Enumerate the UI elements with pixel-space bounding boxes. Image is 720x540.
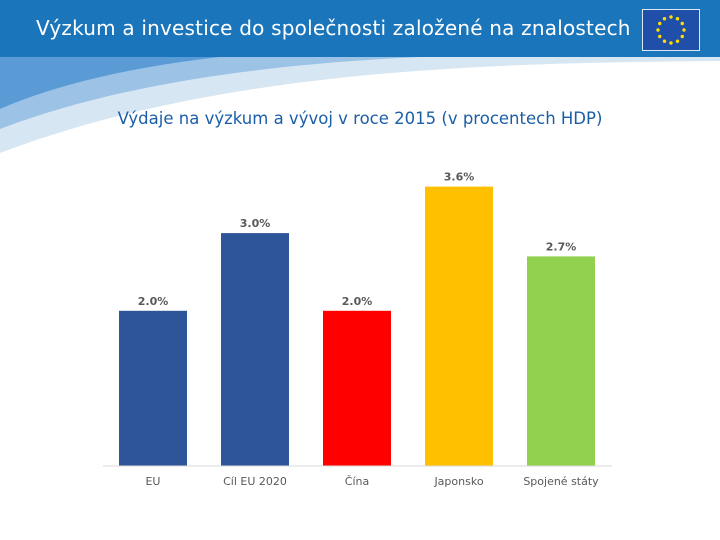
bar bbox=[323, 310, 391, 466]
bar bbox=[425, 186, 493, 466]
chart-title: Výdaje na výzkum a vývoj v roce 2015 (v … bbox=[117, 109, 603, 128]
data-label: 3.6% bbox=[444, 171, 475, 184]
category-label: Japonsko bbox=[433, 475, 483, 488]
flag-star bbox=[675, 17, 680, 21]
eu-flag-icon bbox=[642, 9, 700, 51]
category-label: Čína bbox=[345, 475, 369, 488]
slide-title: Výzkum a investice do společnosti založe… bbox=[36, 16, 631, 40]
flag-star bbox=[658, 21, 662, 26]
flag-star bbox=[680, 21, 684, 26]
category-label: EU bbox=[145, 475, 160, 488]
flag-star bbox=[658, 34, 662, 39]
header-bar bbox=[0, 0, 720, 57]
bar bbox=[221, 233, 289, 466]
flag-star bbox=[662, 39, 667, 43]
flag-star bbox=[656, 28, 660, 32]
data-label: 2.7% bbox=[546, 240, 577, 253]
decorative-swoosh bbox=[0, 57, 720, 153]
flag-star bbox=[682, 28, 686, 32]
flag-star bbox=[662, 17, 667, 21]
flag-star bbox=[669, 41, 673, 45]
flag-star bbox=[680, 34, 684, 39]
flag-star bbox=[669, 15, 673, 19]
flag-star bbox=[675, 39, 680, 43]
data-label: 3.0% bbox=[240, 217, 271, 230]
category-label: Spojené státy bbox=[523, 475, 599, 488]
category-label: Cíl EU 2020 bbox=[223, 475, 287, 488]
data-label: 2.0% bbox=[342, 295, 373, 308]
data-label: 2.0% bbox=[138, 295, 169, 308]
bar bbox=[527, 256, 595, 466]
bar bbox=[119, 310, 187, 466]
